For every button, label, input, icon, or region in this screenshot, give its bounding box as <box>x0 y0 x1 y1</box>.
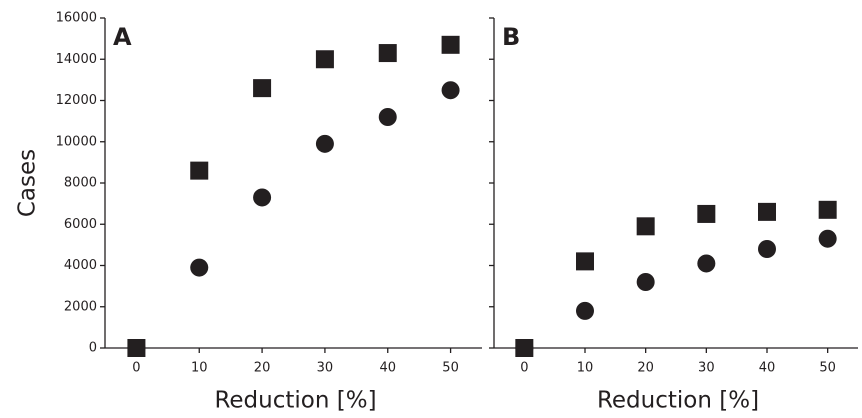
panel-label: A <box>113 23 132 51</box>
x-tick-label: 30 <box>317 361 334 376</box>
square-marker <box>758 202 776 221</box>
circle-marker <box>378 108 397 126</box>
x-tick-label: 0 <box>132 361 140 376</box>
x-tick-label: 20 <box>254 361 271 376</box>
x-tick-label: 40 <box>759 361 776 376</box>
y-tick-label: 6000 <box>64 217 97 232</box>
panel-label: B <box>502 23 520 51</box>
y-axis-label: Cases <box>15 149 41 217</box>
y-tick-label: 8000 <box>64 176 97 191</box>
circle-marker <box>636 273 655 291</box>
square-marker <box>818 200 837 219</box>
x-tick-label: 30 <box>698 361 715 376</box>
square-marker <box>636 217 655 236</box>
x-tick-label: 50 <box>442 361 459 376</box>
y-tick-label: 16000 <box>56 11 97 26</box>
x-axis-label: Reduction [%] <box>214 388 376 414</box>
square-marker <box>378 44 397 63</box>
x-tick-label: 10 <box>191 361 208 376</box>
square-marker <box>127 339 146 357</box>
circle-marker <box>818 229 837 248</box>
circle-marker <box>576 301 594 320</box>
circle-marker <box>190 258 209 277</box>
x-tick-label: 50 <box>819 361 836 376</box>
square-marker <box>697 204 716 223</box>
y-tick-label: 12000 <box>56 93 97 108</box>
y-tick-label: 4000 <box>64 258 97 273</box>
y-tick-label: 14000 <box>56 52 97 67</box>
square-marker <box>315 50 334 69</box>
x-tick-label: 10 <box>577 361 594 376</box>
y-tick-label: 0 <box>89 341 97 356</box>
square-marker <box>576 252 594 271</box>
circle-marker <box>697 254 716 273</box>
square-marker <box>441 35 460 54</box>
x-tick-label: 0 <box>520 361 528 376</box>
y-tick-label: 10000 <box>56 134 97 149</box>
x-tick-label: 40 <box>379 361 396 376</box>
x-tick-label: 20 <box>637 361 654 376</box>
circle-marker <box>315 134 334 153</box>
square-marker <box>190 161 209 180</box>
circle-marker <box>758 240 776 258</box>
x-axis-label: Reduction [%] <box>597 388 759 414</box>
circle-marker <box>441 81 460 100</box>
square-marker <box>515 339 534 357</box>
y-tick-label: 2000 <box>64 299 97 314</box>
circle-marker <box>253 188 272 207</box>
square-marker <box>253 79 272 98</box>
